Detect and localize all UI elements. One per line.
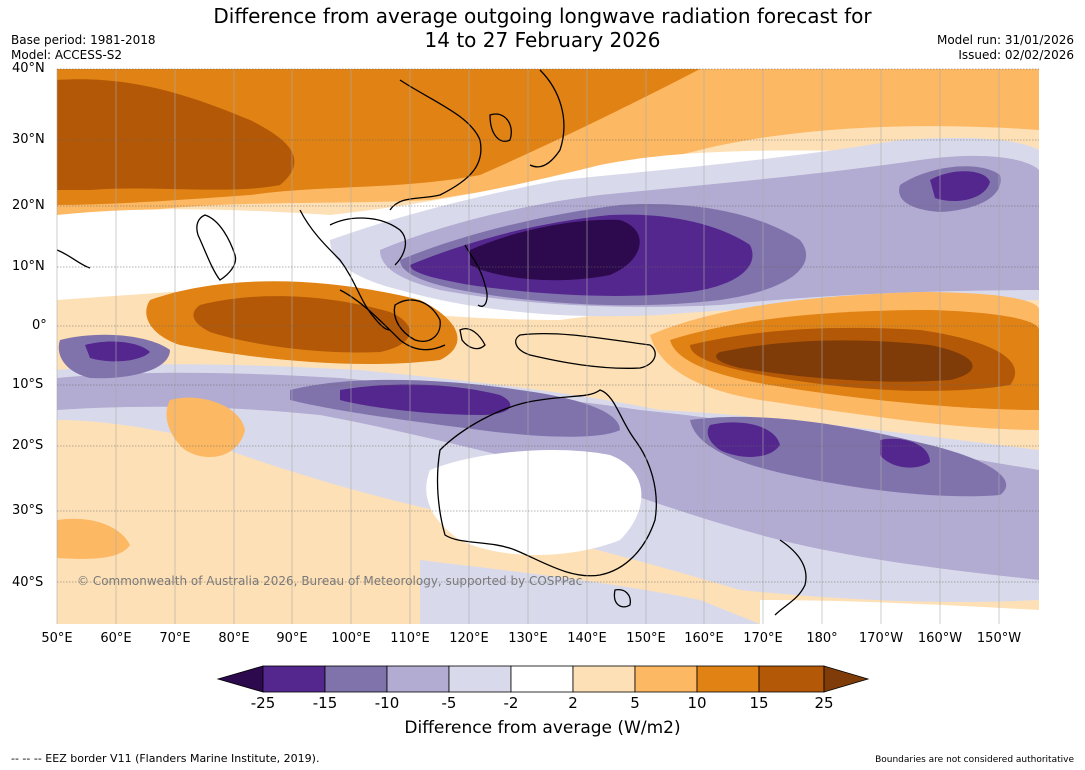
colorbar-swatch [262,665,326,693]
colorbar-tick: 10 [687,694,707,712]
eez-note: -- -- -- EEZ border V11 (Flanders Marine… [11,752,320,765]
graticule-meridians [56,69,1000,624]
lon-label: 160°E [684,631,724,646]
boundaries-note: Boundaries are not considered authoritat… [875,755,1074,765]
lon-label: 70°E [159,631,191,646]
australia-north-core [340,384,511,415]
australia-interior-neutral [426,450,642,555]
colorbar-swatch [448,665,512,693]
colorbar-swatch [758,665,825,693]
tibet-max [57,79,295,190]
anomaly-map [56,68,1039,693]
south-pacific-core-a [707,422,780,457]
lon-label: 140°E [567,631,607,646]
south-indian-positive [166,397,245,458]
tasmania-coast [613,589,631,608]
base-period-text: Base period: 1981-2018 [11,33,156,47]
lon-label: 150°W [976,631,1022,646]
sw-positive-patch [57,518,130,559]
colorbar [216,665,870,693]
australia-coast [436,389,657,577]
copyright-notice: © Commonwealth of Australia 2026, Bureau… [77,574,583,588]
china-coast [389,79,482,211]
colorbar-tick: -2 [503,694,519,712]
colorbar-tick: 25 [814,694,834,712]
colorbar-tick: 15 [749,694,769,712]
model-run-text: Model run: 31/01/2026 [936,33,1074,47]
lon-label: 100°E [331,631,371,646]
japan-coast [529,69,565,168]
indian-ocean-positive-core [193,296,410,353]
meta-right: Model run: 31/01/2026 Issued: 02/02/2026 [937,33,1074,63]
anomaly-field [57,69,1039,624]
gulf-thailand-coast [329,217,407,266]
lon-label: 60°E [100,631,132,646]
sumatra-coast [339,289,446,351]
chart-title: Difference from average outgoing longwav… [0,4,1085,52]
india-coast [196,214,237,281]
south-indian-light-positive [57,466,420,624]
negative-extreme-philippines [470,219,640,281]
colorbar-swatch [696,665,760,693]
lat-label: 20°S [12,438,44,453]
lat-label: 30°S [12,503,44,518]
colorbar-tick: -15 [312,694,338,712]
hawaii-negative-core [930,171,990,202]
lat-label: 10°S [12,377,44,392]
colorbar-tick: 2 [568,694,578,712]
borneo-coast [393,299,441,342]
lon-label: 150°E [626,631,666,646]
colorbar-swatch [324,665,388,693]
lon-label: 180° [806,631,838,646]
west-indian-core [85,341,150,362]
title-line-1: Difference from average outgoing longwav… [213,4,872,28]
lat-label: 10°N [12,259,45,274]
indochina-coast [299,209,391,331]
lat-label: 20°N [12,198,45,213]
south-ocean-negative [420,560,760,624]
colorbar-tick: -25 [250,694,276,712]
lat-label: 40°S [12,575,44,590]
colorbar-swatch [510,665,574,693]
lat-label: 0° [32,318,47,333]
title-line-2: 14 to 27 February 2026 [424,28,661,52]
south-negative-mid [57,372,1039,580]
model-text: Model: ACCESS-S2 [11,48,123,62]
lon-label: 50°E [41,631,73,646]
coastlines [57,69,807,616]
lon-label: 120°E [449,631,489,646]
colorbar-tick: -10 [374,694,400,712]
colorbar-tick: 5 [630,694,640,712]
new-guinea-coast [515,333,656,369]
colorbar-swatch [572,665,636,693]
south-pacific-neutral [760,600,1039,624]
lon-label: 80°E [218,631,250,646]
colorbar-overflow [823,665,870,693]
lon-label: 110°E [390,631,430,646]
issued-text: Issued: 02/02/2026 [958,48,1074,62]
colorbar-swatch [386,665,450,693]
colorbar-underflow [216,665,264,693]
lon-label: 90°E [276,631,308,646]
lon-label: 170°E [743,631,783,646]
colorbar-label: Difference from average (W/m2) [404,718,681,738]
lon-label: 160°W [917,631,963,646]
lon-label: 130°E [508,631,548,646]
philippines-coast [464,244,488,307]
meta-left: Base period: 1981-2018 Model: ACCESS-S2 [11,33,156,63]
new-zealand-coast [774,539,807,616]
lat-label: 30°N [12,132,45,147]
lat-label: 40°N [12,61,45,76]
lon-label: 170°W [858,631,904,646]
pacific-positive-extreme [716,340,973,382]
colorbar-swatch [634,665,698,693]
colorbar-tick: -5 [441,694,457,712]
